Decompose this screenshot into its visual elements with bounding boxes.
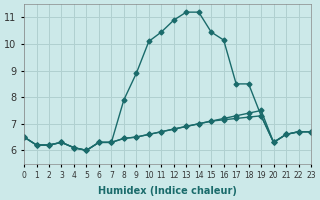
X-axis label: Humidex (Indice chaleur): Humidex (Indice chaleur) bbox=[98, 186, 237, 196]
